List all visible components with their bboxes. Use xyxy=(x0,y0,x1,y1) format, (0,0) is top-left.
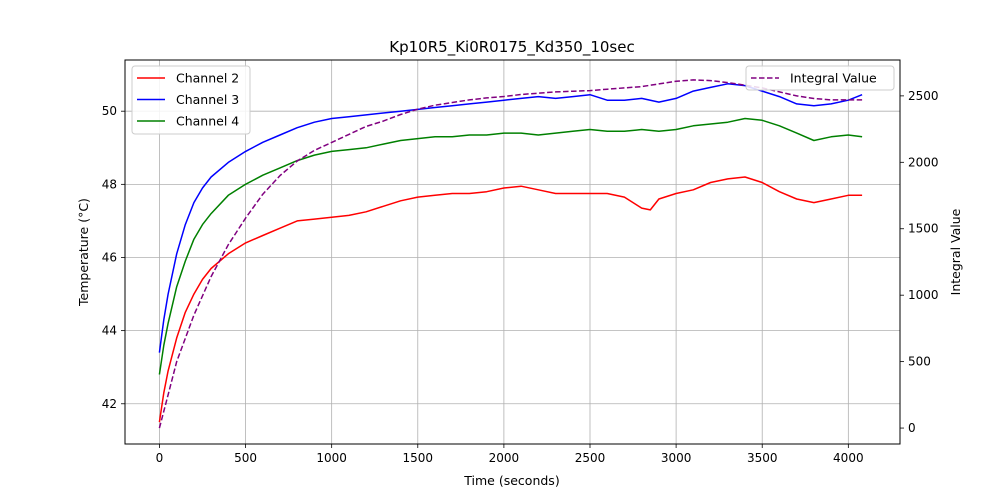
y-tick-label: 46 xyxy=(102,250,117,264)
y2-axis-ticks: 0 500 1000 1500 2000 2500 xyxy=(900,89,939,435)
legend-label: Channel 2 xyxy=(176,71,239,86)
series-line-channel-4 xyxy=(158,117,863,375)
y2-tick-label: 0 xyxy=(908,421,916,435)
y2-tick-label: 1500 xyxy=(908,222,939,236)
series-line-channel-2 xyxy=(158,176,863,423)
x-tick-label: 0 xyxy=(156,451,164,465)
y2-tick-label: 500 xyxy=(908,355,931,369)
y-tick-label: 44 xyxy=(102,324,117,338)
y-axis-ticks: 42 44 46 48 50 xyxy=(102,104,125,411)
legend-left-box xyxy=(131,65,251,135)
y2-tick-label: 2500 xyxy=(908,89,939,103)
y-tick-label: 42 xyxy=(102,397,117,411)
legend-label: Channel 4 xyxy=(176,114,239,129)
y2-tick-label: 2000 xyxy=(908,155,939,169)
plot-frame xyxy=(124,59,901,445)
y2-tick-label: 1000 xyxy=(908,288,939,302)
legend-label: Integral Value xyxy=(790,71,877,86)
legend-label: Channel 3 xyxy=(176,92,239,107)
x-tick-label: 4000 xyxy=(833,451,864,465)
x-tick-label: 1000 xyxy=(316,451,347,465)
series-line-channel-3 xyxy=(158,83,863,353)
y-tick-label: 50 xyxy=(102,104,117,118)
x-tick-label: 3000 xyxy=(661,451,692,465)
legend-left: Channel 2 Channel 3 Channel 4 xyxy=(131,65,251,135)
y-tick-label: 48 xyxy=(102,177,117,191)
x-axis-ticks: 0 500 1000 1500 2000 2500 3000 3500 4000 xyxy=(156,444,864,465)
series-line-integral-value xyxy=(158,79,863,429)
chart-title: Kp10R5_Ki0R0175_Kd350_10sec xyxy=(389,38,634,57)
x-tick-label: 3500 xyxy=(747,451,778,465)
legend-right-box xyxy=(745,65,895,91)
series-layer xyxy=(158,79,863,429)
y-axis-label: Temperature (°C) xyxy=(76,198,91,307)
y2-axis-label: Integral Value xyxy=(948,208,963,295)
x-tick-label: 2500 xyxy=(575,451,606,465)
x-tick-label: 2000 xyxy=(489,451,520,465)
x-axis-label: Time (seconds) xyxy=(463,473,559,488)
x-tick-label: 1500 xyxy=(403,451,434,465)
grid xyxy=(125,60,900,444)
x-tick-label: 500 xyxy=(234,451,257,465)
legend-right: Integral Value xyxy=(745,65,895,91)
